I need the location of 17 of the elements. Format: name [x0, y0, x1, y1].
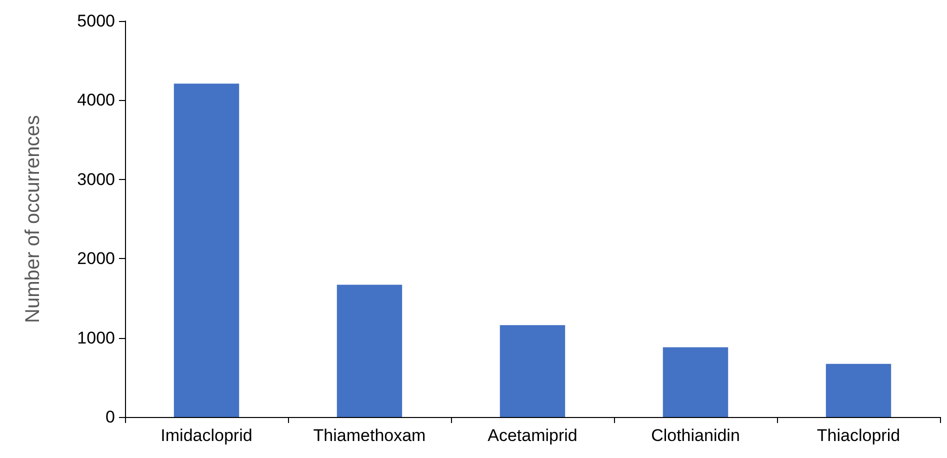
- y-tick-label: 0: [106, 408, 115, 426]
- y-tick-label: 5000: [77, 12, 115, 30]
- y-tick-label: 4000: [77, 90, 115, 110]
- y-tick-label: 3000: [77, 170, 115, 189]
- bar: [662, 347, 728, 417]
- bar: [174, 84, 240, 417]
- y-axis-title: Number of occurrences: [22, 115, 44, 323]
- x-tick-label: Thiamethoxam: [313, 426, 426, 445]
- x-tick-label: Imidacloprid: [160, 426, 252, 445]
- bar: [336, 284, 402, 417]
- bar: [500, 325, 566, 417]
- x-tick-label: Acetamiprid: [488, 426, 578, 445]
- x-tick-label: Thiacloprid: [816, 426, 900, 445]
- x-tick-label: Clothianidin: [651, 426, 740, 445]
- bar: [826, 364, 892, 417]
- y-tick-label: 1000: [77, 328, 115, 348]
- y-tick-label: 2000: [77, 249, 115, 268]
